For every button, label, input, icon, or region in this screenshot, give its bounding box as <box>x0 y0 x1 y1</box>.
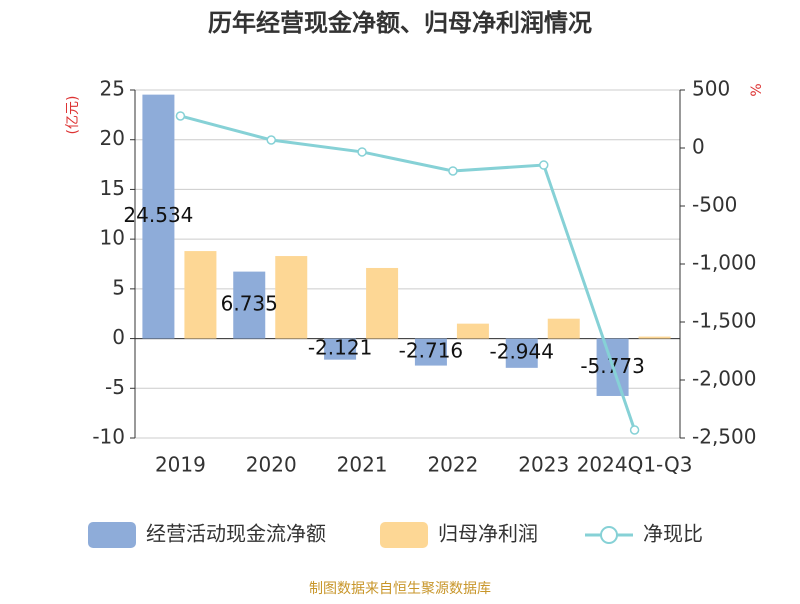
legend-label: 归母净利润 <box>438 522 538 546</box>
bar <box>366 267 399 339</box>
line-point <box>539 160 549 170</box>
y2-tick-label: -1,500 <box>692 309 756 333</box>
data-label: -2.121 <box>308 336 372 360</box>
line-point <box>266 135 276 145</box>
legend-swatch <box>88 522 136 548</box>
y2-tick-label: -2,000 <box>692 367 756 391</box>
x-tick-label: 2022 <box>427 453 478 477</box>
x-tick-label: 2020 <box>246 453 297 477</box>
legend-label: 净现比 <box>643 522 703 546</box>
y2-tick-label: -1,000 <box>692 251 756 275</box>
line <box>180 114 637 431</box>
y2-tick-label: -500 <box>692 193 737 217</box>
legend-swatch <box>600 526 618 544</box>
bar <box>233 271 266 339</box>
bar <box>414 338 447 366</box>
x-tick-label: 2021 <box>337 453 388 477</box>
y2-tick-label: 0 <box>692 135 705 159</box>
line-point <box>448 166 458 176</box>
bar <box>547 318 580 339</box>
bar <box>142 94 175 339</box>
y-tick-label: 15 <box>100 176 125 200</box>
data-label: -2.944 <box>490 340 554 364</box>
line-point <box>175 111 186 121</box>
data-label: 6.735 <box>221 292 278 316</box>
legend-label: 经营活动现金流净额 <box>146 522 326 546</box>
y2-axis-label: % <box>749 83 765 96</box>
y2-tick-label: -2,500 <box>692 425 756 449</box>
data-label: 24.534 <box>123 203 193 227</box>
source-note: 制图数据来自恒生聚源数据库 <box>309 581 491 597</box>
y-axis-label: (亿元) <box>65 96 81 135</box>
bar <box>275 256 308 339</box>
y-tick-label: -5 <box>105 375 125 399</box>
y-tick-label: 20 <box>100 126 125 150</box>
legend-swatch <box>380 522 428 548</box>
bar <box>505 338 538 368</box>
bar <box>324 338 357 360</box>
line-point <box>357 147 367 157</box>
x-tick-label: 2023 <box>518 453 569 477</box>
y2-tick-label: 500 <box>692 77 730 101</box>
line-point <box>629 425 640 435</box>
bar <box>638 336 671 339</box>
data-label: -2.716 <box>399 339 463 363</box>
bar <box>456 323 489 339</box>
y-tick-label: 5 <box>112 275 125 299</box>
x-tick-label: 2024Q1-Q3 <box>577 453 693 477</box>
y-tick-label: -10 <box>92 425 125 449</box>
bar <box>184 251 217 339</box>
y-tick-label: 25 <box>100 77 125 101</box>
y-tick-label: 10 <box>100 226 125 250</box>
chart-title: 历年经营现金净额、归母净利润情况 <box>208 9 592 37</box>
x-tick-label: 2019 <box>155 453 206 477</box>
y-tick-label: 0 <box>112 325 125 349</box>
